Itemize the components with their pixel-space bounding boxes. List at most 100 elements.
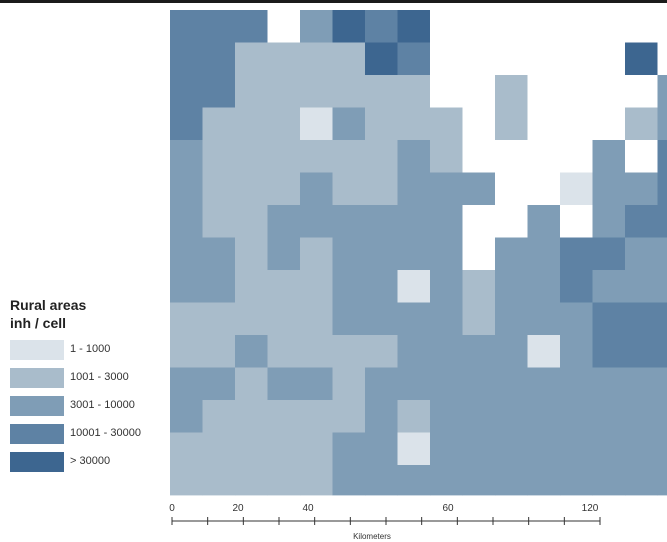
grid-cell	[202, 42, 236, 76]
grid-cell	[560, 367, 593, 401]
grid-cell	[560, 140, 593, 173]
grid-cell	[202, 75, 236, 108]
grid-cell	[462, 335, 496, 368]
grid-cell	[560, 400, 593, 433]
grid-cell	[495, 432, 528, 466]
grid-cell	[397, 205, 431, 238]
grid-cell	[300, 335, 333, 368]
grid-cell	[332, 205, 366, 238]
grid-cell	[267, 302, 301, 336]
grid-cell	[495, 75, 528, 108]
grid-cell	[365, 335, 398, 368]
grid-cell	[657, 172, 667, 206]
grid-cell	[397, 42, 431, 76]
grid-cell	[560, 75, 593, 108]
grid-cell	[625, 270, 658, 303]
grid-cell	[235, 42, 268, 76]
grid-cell	[332, 107, 366, 141]
grid-cell	[560, 270, 593, 303]
grid-cell	[657, 205, 667, 238]
grid-cell	[625, 205, 658, 238]
grid-cell	[235, 140, 268, 173]
grid-cell	[462, 367, 496, 401]
legend-title: Rural areas inh / cell	[10, 296, 170, 332]
legend-swatch	[10, 396, 64, 416]
grid-cell	[462, 42, 496, 76]
grid-cell	[430, 270, 463, 303]
grid-cell	[592, 42, 626, 76]
grid-cell	[332, 432, 366, 466]
grid-cell	[267, 107, 301, 141]
grid-cell	[430, 432, 463, 466]
grid-cell	[592, 432, 626, 466]
grid-cell	[397, 400, 431, 433]
grid-cell	[592, 465, 626, 496]
grid-cell	[332, 400, 366, 433]
grid-cell	[592, 335, 626, 368]
grid-cell	[592, 10, 626, 43]
grid-cell	[267, 270, 301, 303]
grid-cell	[202, 237, 236, 271]
grid-cell	[657, 270, 667, 303]
grid-cell	[365, 302, 398, 336]
grid-cell	[235, 10, 268, 43]
legend-item: 1 - 1000	[10, 340, 170, 368]
grid-cell	[625, 42, 658, 76]
grid-cell	[397, 75, 431, 108]
grid-cell	[300, 42, 333, 76]
grid-cell	[560, 205, 593, 238]
grid-cell	[462, 465, 496, 496]
grid-cell	[462, 400, 496, 433]
legend-label: 1 - 1000	[70, 343, 111, 355]
grid-cell	[267, 432, 301, 466]
grid-cell	[202, 10, 236, 43]
grid-cell	[657, 75, 667, 108]
grid-cell	[527, 107, 561, 141]
grid-cell	[430, 75, 463, 108]
grid-cell	[430, 140, 463, 173]
grid-cell	[267, 172, 301, 206]
grid-cell	[592, 205, 626, 238]
grid-cell	[267, 237, 301, 271]
grid-cell	[495, 400, 528, 433]
grid-cell	[495, 140, 528, 173]
grid-cell	[170, 42, 203, 76]
grid-cell	[625, 172, 658, 206]
grid-cell	[397, 465, 431, 496]
grid-cell	[397, 10, 431, 43]
legend-label: 3001 - 10000	[70, 399, 135, 411]
grid-cell	[170, 172, 203, 206]
grid-cell	[235, 75, 268, 108]
grid-cell	[300, 107, 333, 141]
grid-cell	[657, 400, 667, 433]
grid-cell	[592, 400, 626, 433]
grid-cell	[365, 270, 398, 303]
grid-cell	[430, 302, 463, 336]
grid-cell	[657, 42, 667, 76]
grid-cell	[462, 107, 496, 141]
grid-cell	[332, 237, 366, 271]
legend-swatch	[10, 340, 64, 360]
grid-cell	[202, 172, 236, 206]
legend-label: > 30000	[70, 455, 111, 467]
grid-cell	[657, 302, 667, 336]
grid-cell	[365, 107, 398, 141]
grid-cell	[397, 367, 431, 401]
grid-cell	[397, 270, 431, 303]
grid-cell	[625, 367, 658, 401]
grid-cell	[527, 400, 561, 433]
grid-cell	[170, 400, 203, 433]
grid-cell	[202, 367, 236, 401]
legend-swatch	[10, 452, 64, 472]
grid-cell	[365, 400, 398, 433]
grid-cell	[267, 465, 301, 496]
grid-cell	[365, 432, 398, 466]
grid-cell	[495, 270, 528, 303]
grid-cell	[235, 205, 268, 238]
grid-cell	[332, 367, 366, 401]
top-border	[0, 0, 667, 3]
grid-cell	[527, 172, 561, 206]
grid-cell	[495, 10, 528, 43]
grid-cell	[300, 140, 333, 173]
